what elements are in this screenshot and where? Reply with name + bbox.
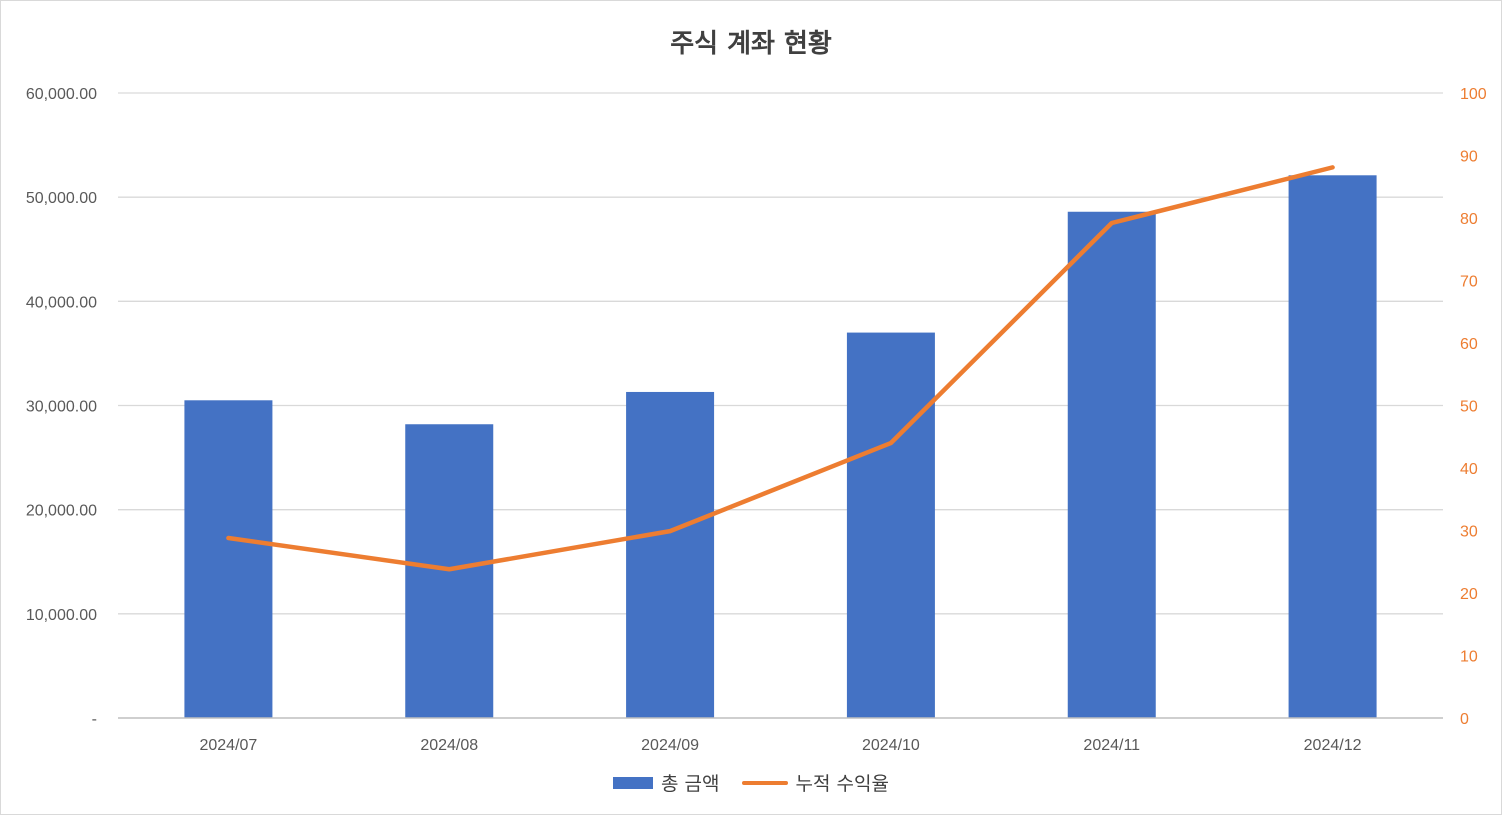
bar [184, 400, 273, 718]
y-right-tick-label: 30 [1460, 524, 1478, 541]
gridlines [118, 92, 1443, 615]
y-left-tick-label: 60,000.00 [26, 86, 97, 103]
bar [626, 391, 715, 718]
y-right-tick-label: 80 [1460, 211, 1478, 228]
y-right-tick-label: 10 [1460, 649, 1478, 666]
bar [846, 332, 935, 718]
line-series [226, 165, 1335, 572]
x-tick-label: 2024/11 [1083, 737, 1140, 754]
y-left-tick-label: 20,000.00 [26, 503, 97, 520]
x-tick-label: 2024/09 [641, 737, 699, 754]
x-tick-label: 2024/08 [420, 737, 478, 754]
y-left-tick-label: 30,000.00 [26, 399, 97, 416]
legend-swatch-line [741, 780, 788, 785]
y-right-tick-label: 100 [1460, 86, 1487, 103]
y-right-tick-label: 0 [1460, 711, 1469, 728]
bar [1288, 175, 1377, 718]
y-right-tick-label: 50 [1460, 399, 1478, 416]
x-tick-label: 2024/10 [862, 737, 920, 754]
y-right-tick-label: 20 [1460, 586, 1478, 603]
legend-entry-line: 누적 수익율 [741, 769, 889, 796]
x-tick-label: 2024/12 [1304, 737, 1362, 754]
bar-series [184, 175, 1377, 718]
legend-label-line: 누적 수익율 [795, 773, 889, 795]
legend-entry-bar: 총 금액 [613, 769, 720, 796]
legend-label-bar: 총 금액 [661, 773, 720, 795]
y-right-tick-label: 40 [1460, 461, 1478, 478]
y-right-tick-label: 60 [1460, 336, 1478, 353]
axes: - 10,000.00 20,000.00 30,000.00 40,000.00 50,… [26, 86, 1487, 754]
y-left-tick-label: 40,000.00 [26, 294, 97, 311]
y-right-tick-label: 90 [1460, 149, 1478, 166]
bar [1067, 211, 1156, 718]
y-left-tick-label: 10,000.00 [26, 607, 97, 624]
line-series-path [226, 165, 1335, 572]
legend: 총 금액 누적 수익율 [1, 769, 1501, 796]
y-left-tick-label: - [92, 711, 97, 728]
y-right-tick-label: 70 [1460, 274, 1478, 291]
y-left-tick-label: 50,000.00 [26, 190, 97, 207]
x-tick-label: 2024/07 [199, 737, 257, 754]
legend-swatch-bar [613, 776, 654, 789]
chart-title: 주식 계좌 현황 [670, 29, 832, 59]
